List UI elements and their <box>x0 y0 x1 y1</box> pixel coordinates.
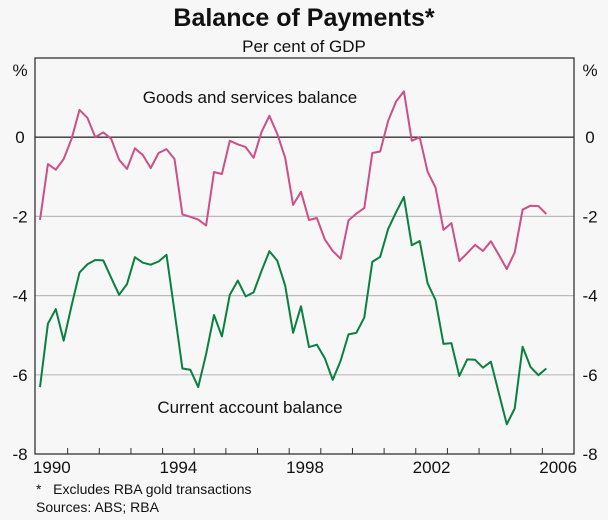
chart-title: Balance of Payments* <box>173 4 434 32</box>
goods-services-balance-line <box>39 90 548 271</box>
y-unit-left: % <box>12 61 27 80</box>
y-tick-labels: 0 0 -2 -2 -4 -4 -6 -6 -8 -8 <box>12 128 597 464</box>
series-label-goods-services: Goods and services balance <box>143 88 358 107</box>
x-tick-label: 1998 <box>286 458 324 477</box>
chart-subtitle: Per cent of GDP <box>242 37 366 56</box>
y-tick-label-left: -4 <box>12 287 27 306</box>
y-tick-label-left: -2 <box>12 207 27 226</box>
series-label-current-account: Current account balance <box>157 398 342 417</box>
y-tick-label-left: -6 <box>12 366 27 385</box>
x-tick-label: 1990 <box>33 458 71 477</box>
y-tick-label-right: -6 <box>582 366 597 385</box>
sources: Sources: ABS; RBA <box>36 499 160 515</box>
y-tick-label-right: -8 <box>582 445 597 464</box>
x-tick-label: 2006 <box>539 458 577 477</box>
plot-frame <box>34 57 575 455</box>
y-unit-right: % <box>582 61 597 80</box>
y-tick-label-right: 0 <box>585 128 594 147</box>
x-ticks: 1990 1994 1998 2002 2006 <box>33 448 577 477</box>
y-tick-label-left: -8 <box>12 445 27 464</box>
footnote: * Excludes RBA gold transactions <box>36 481 252 497</box>
y-tick-label-right: -2 <box>582 207 597 226</box>
x-tick-label: 1994 <box>159 458 197 477</box>
series-lines <box>39 90 548 426</box>
current-account-balance-line <box>39 196 547 426</box>
x-tick-label: 2002 <box>413 458 451 477</box>
y-tick-label-left: 0 <box>15 128 24 147</box>
y-tick-label-right: -4 <box>582 287 597 306</box>
gridlines <box>35 136 574 376</box>
